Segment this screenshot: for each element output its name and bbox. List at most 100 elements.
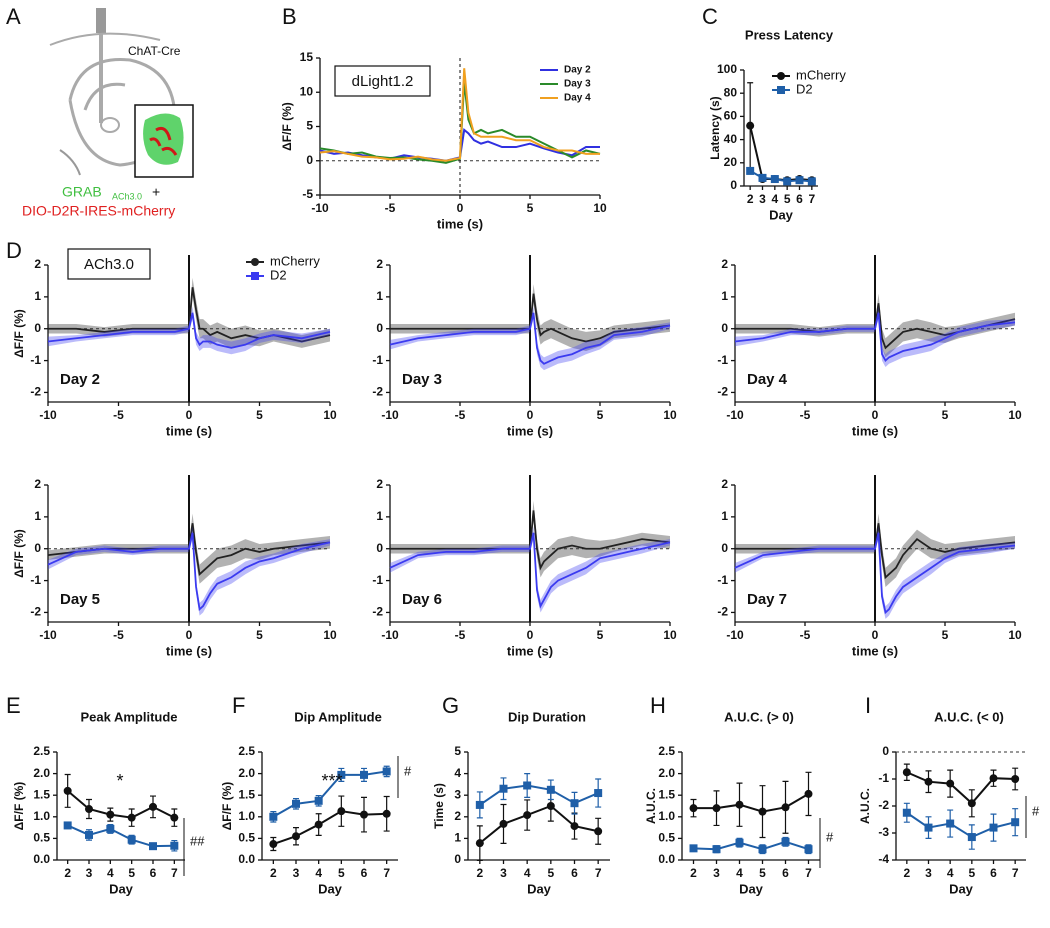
data-point: [570, 822, 579, 831]
y-tick-label: -2: [878, 798, 889, 812]
y-tick-label: -1: [372, 573, 383, 587]
x-tick-label: 5: [597, 408, 604, 422]
x-tick-label: 10: [663, 408, 677, 422]
y-tick-label: 15: [300, 50, 314, 64]
data-point: [989, 774, 998, 783]
chart-title: A.U.C. (< 0): [934, 709, 1004, 724]
y-tick-label: -1: [30, 353, 41, 367]
x-tick-label: 2: [903, 866, 910, 880]
x-tick-label: -5: [113, 408, 124, 422]
data-point: [475, 839, 484, 848]
y-tick-label: 5: [306, 119, 313, 133]
data-point: [337, 770, 346, 779]
y-tick-label: 2.0: [658, 766, 675, 780]
x-tick-label: 5: [597, 628, 604, 642]
y-tick-label: 0.0: [238, 852, 255, 866]
data-point: [170, 841, 179, 850]
data-point: [1011, 818, 1020, 827]
y-tick-label: 2: [721, 477, 728, 491]
y-tick-label: 2.0: [33, 766, 50, 780]
significance-label: ##: [190, 833, 205, 848]
error-band: [48, 526, 330, 616]
data-point: [570, 799, 579, 808]
x-axis-label: time (s): [852, 643, 898, 658]
x-tick-label: 4: [524, 866, 531, 880]
x-tick-label: 0: [527, 628, 534, 642]
x-tick-label: 5: [968, 866, 975, 880]
data-point: [770, 175, 779, 184]
x-tick-label: 3: [500, 866, 507, 880]
series-line: [47, 312, 331, 349]
x-tick-label: 7: [171, 866, 178, 880]
error-band: [735, 513, 1015, 587]
data-point: [735, 838, 744, 847]
error-band: [390, 500, 670, 578]
y-tick-label: -1: [30, 573, 41, 587]
x-axis-label: time (s): [166, 643, 212, 658]
x-axis-label: time (s): [507, 643, 553, 658]
brain-outline: [83, 82, 126, 111]
chart-panel: 0.0 0.5 1.0 1.5 2.0 2.5 2 3 4 5 6 7 Day A.U.C. A.U.C. …: [644, 709, 834, 896]
x-axis-label: time (s): [852, 423, 898, 438]
x-tick-label: -10: [726, 628, 744, 642]
series-line: [273, 810, 387, 845]
y-tick-label: 2: [376, 477, 383, 491]
y-tick-label: 2.5: [658, 744, 675, 758]
data-point: [783, 177, 792, 186]
x-tick-label: 4: [947, 866, 954, 880]
significance-star: *: [116, 771, 123, 791]
y-axis-label: ΔF/F (%): [280, 102, 294, 151]
y-tick-label: 0: [34, 541, 41, 555]
data-point: [689, 804, 698, 813]
y-tick-label: 1: [454, 831, 461, 845]
x-axis-label: time (s): [437, 216, 483, 231]
x-axis-label: Day: [769, 207, 794, 222]
panel-label: A: [6, 4, 21, 29]
data-point: [85, 805, 93, 814]
y-tick-label: 2: [454, 809, 461, 823]
y-tick-label: 1: [34, 509, 41, 523]
y-tick-label: -1: [717, 573, 728, 587]
series-line: [906, 811, 1016, 839]
y-tick-label: -4: [878, 852, 889, 866]
series-line: [749, 125, 812, 182]
x-tick-label: -10: [381, 408, 399, 422]
data-point: [902, 768, 911, 777]
data-point: [127, 835, 136, 844]
legend-label: mCherry: [796, 67, 846, 82]
data-point: [924, 823, 933, 832]
x-tick-label: 10: [1008, 408, 1022, 422]
legend-label: Day 2: [564, 65, 591, 76]
y-tick-label: 1.5: [658, 787, 675, 801]
cable: [59, 149, 81, 176]
data-point: [314, 796, 323, 805]
x-tick-label: 5: [942, 628, 949, 642]
legend-marker: [251, 272, 259, 280]
x-tick-label: 0: [872, 408, 879, 422]
y-tick-label: 1.0: [238, 809, 255, 823]
x-tick-label: 0: [872, 628, 879, 642]
data-point: [795, 176, 804, 185]
x-tick-label: 0: [457, 201, 464, 215]
legend-label: mCherry: [270, 253, 320, 268]
inset-neurons: [149, 126, 178, 156]
x-axis-label: Day: [949, 881, 974, 896]
data-point: [967, 799, 976, 808]
y-axis-label: ΔF/F (%): [220, 782, 234, 831]
x-tick-label: 2: [270, 866, 277, 880]
series-line: [47, 523, 331, 576]
x-tick-label: 2: [747, 192, 754, 206]
day-label: Day 7: [747, 591, 787, 608]
y-axis-label: Time (s): [432, 783, 446, 829]
y-tick-label: 20: [724, 155, 738, 169]
x-tick-label: 0: [527, 408, 534, 422]
x-tick-label: 0: [186, 628, 193, 642]
legend-marker: [777, 86, 785, 94]
y-tick-label: 3: [454, 787, 461, 801]
chart-title: Press Latency: [745, 27, 834, 42]
x-tick-label: -10: [39, 408, 57, 422]
chart-panel: 0.0 0.5 1.0 1.5 2.0 2.5 2 3 4 5 6 7 Day ΔF/F (%) Peak …: [12, 709, 205, 896]
y-tick-label: -3: [878, 825, 889, 839]
